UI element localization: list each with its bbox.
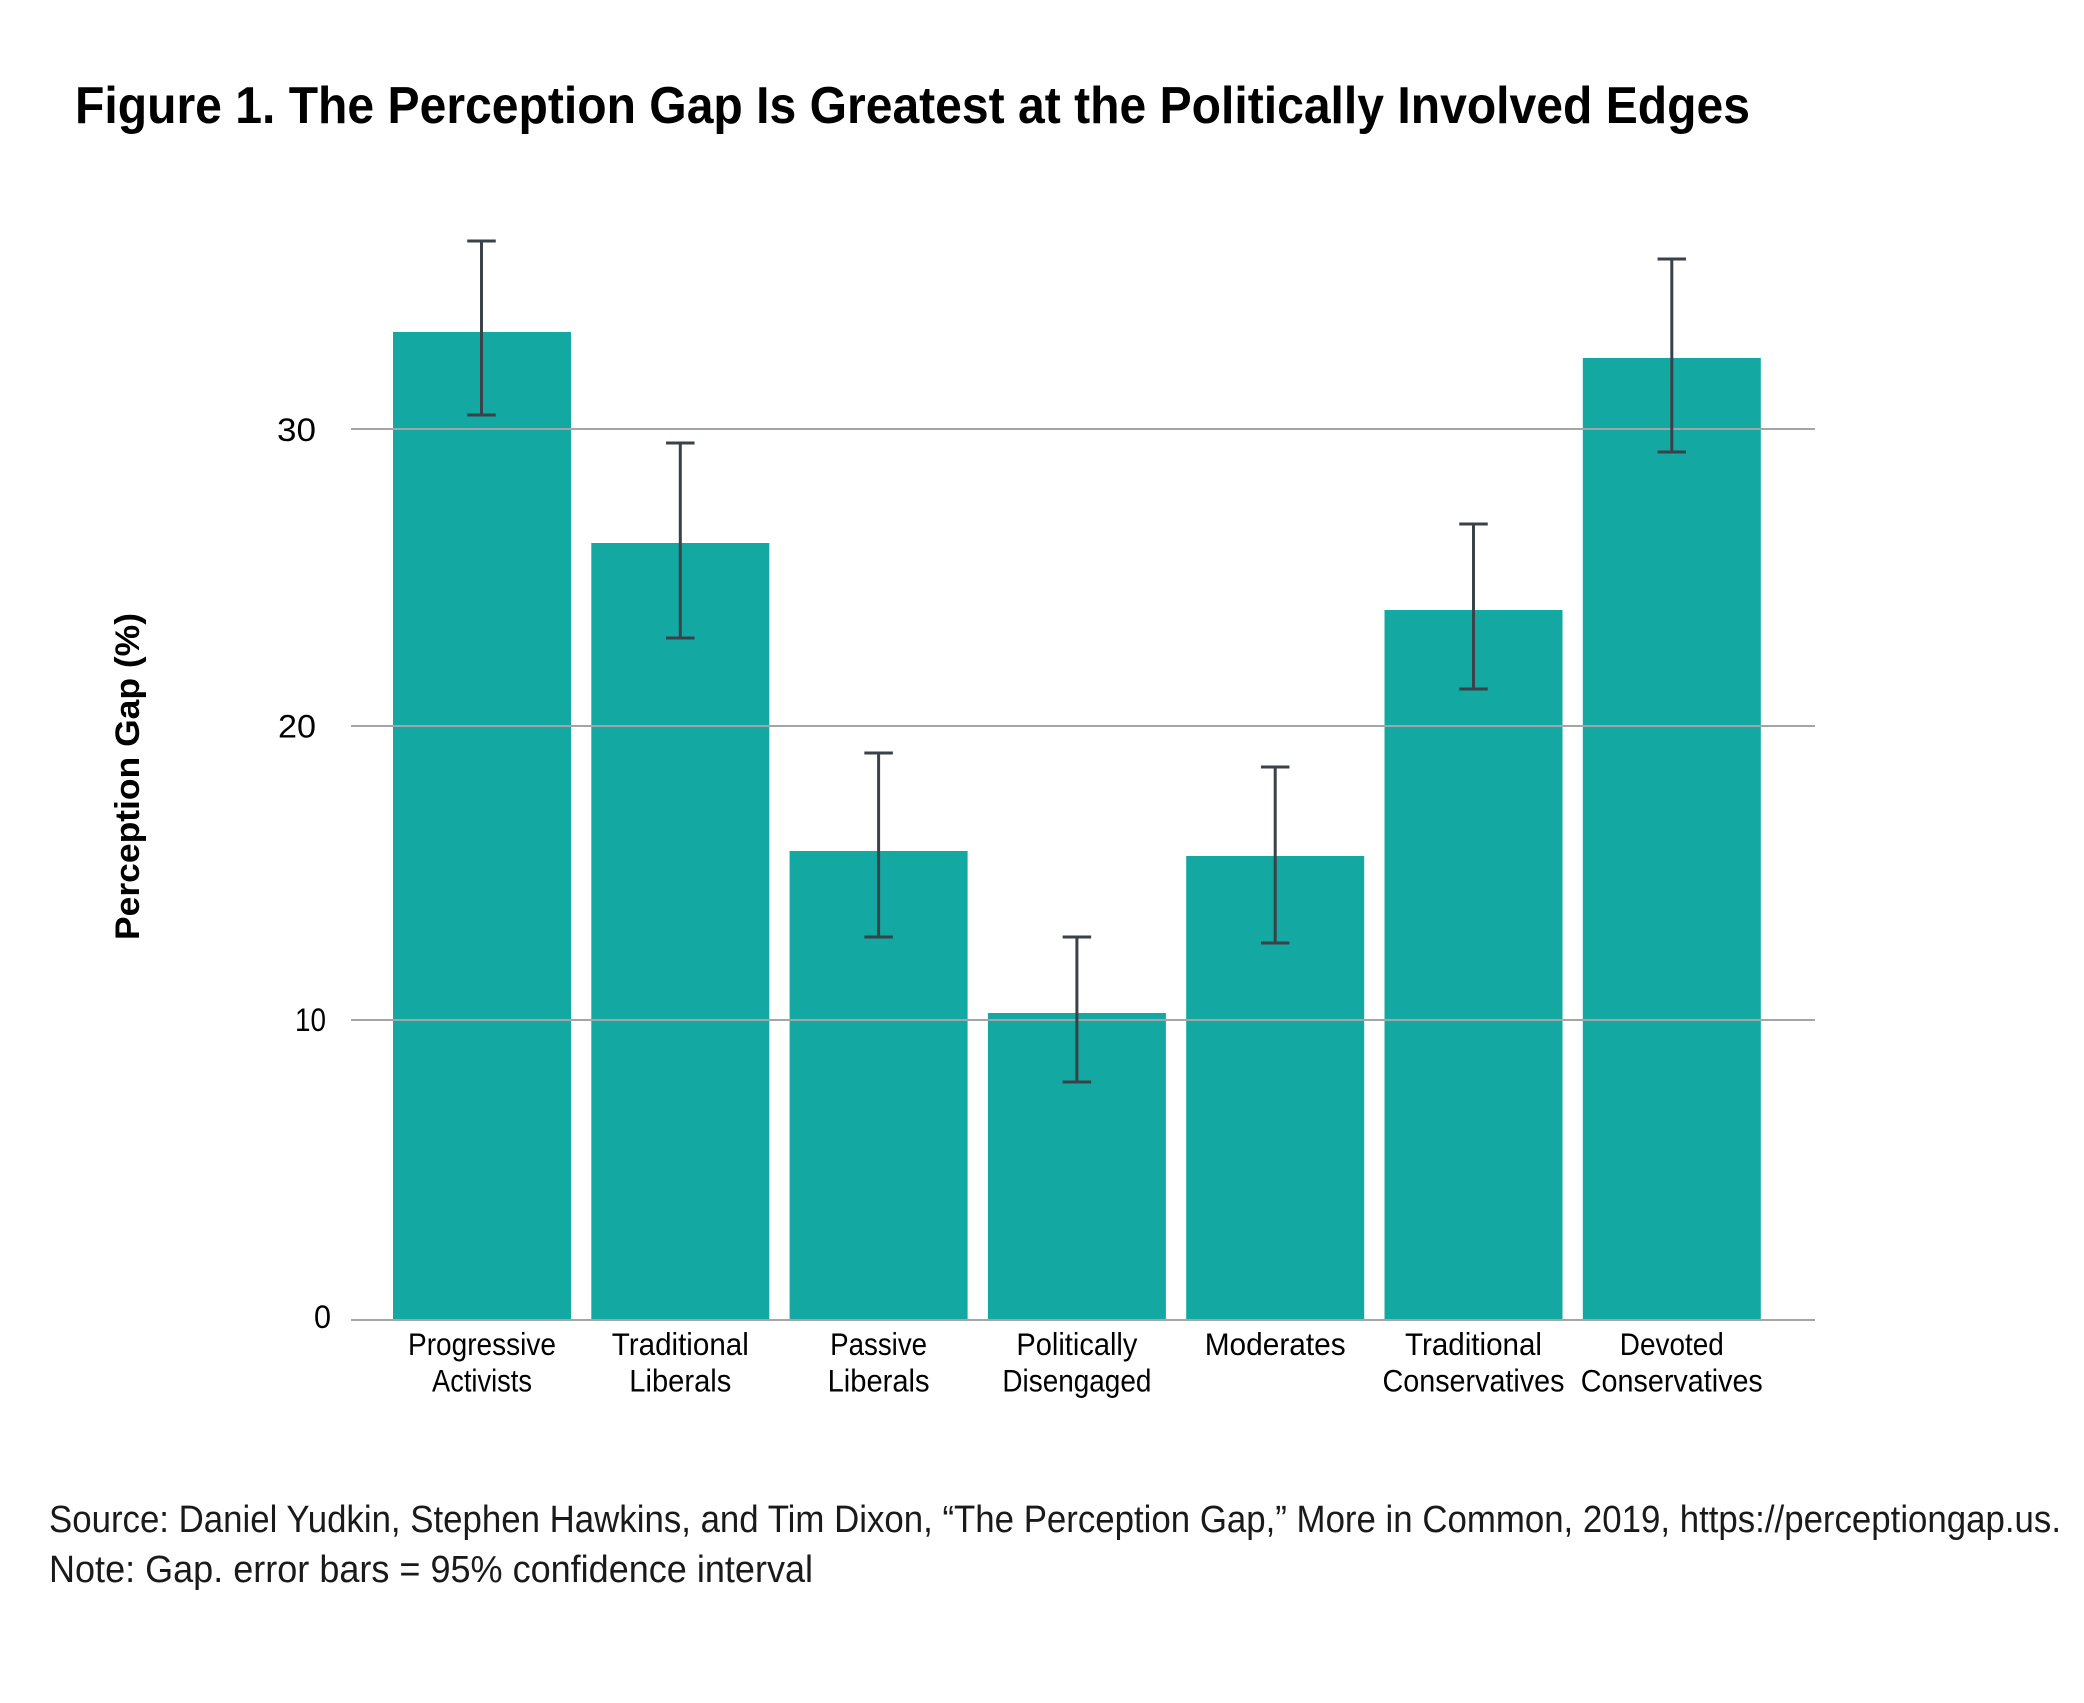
- svg-text:Conservatives: Conservatives: [1581, 1363, 1763, 1399]
- svg-text:Activists: Activists: [432, 1363, 532, 1399]
- svg-text:Progressive: Progressive: [408, 1326, 556, 1362]
- svg-text:Note: Gap. error bars = 95% co: Note: Gap. error bars = 95% confidence i…: [49, 1549, 813, 1591]
- svg-text:10: 10: [295, 1002, 326, 1038]
- svg-text:Source: Daniel Yudkin, Stephen: Source: Daniel Yudkin, Stephen Hawkins, …: [49, 1499, 2061, 1541]
- svg-text:Conservatives: Conservatives: [1383, 1363, 1565, 1399]
- svg-text:Moderates: Moderates: [1205, 1326, 1346, 1362]
- svg-text:Figure 1. The Perception Gap I: Figure 1. The Perception Gap Is Greatest…: [75, 77, 1750, 135]
- svg-text:Perception Gap (%): Perception Gap (%): [109, 613, 147, 940]
- svg-text:Disengaged: Disengaged: [1002, 1363, 1151, 1399]
- svg-text:Liberals: Liberals: [629, 1363, 731, 1399]
- svg-text:20: 20: [278, 709, 316, 745]
- svg-text:Liberals: Liberals: [828, 1363, 930, 1399]
- svg-text:Traditional: Traditional: [1405, 1326, 1542, 1362]
- svg-text:Traditional: Traditional: [612, 1326, 749, 1362]
- svg-text:30: 30: [277, 412, 316, 448]
- svg-text:Passive: Passive: [830, 1326, 927, 1362]
- svg-text:0: 0: [314, 1299, 331, 1335]
- svg-text:Politically: Politically: [1016, 1326, 1137, 1362]
- svg-text:Devoted: Devoted: [1620, 1326, 1724, 1362]
